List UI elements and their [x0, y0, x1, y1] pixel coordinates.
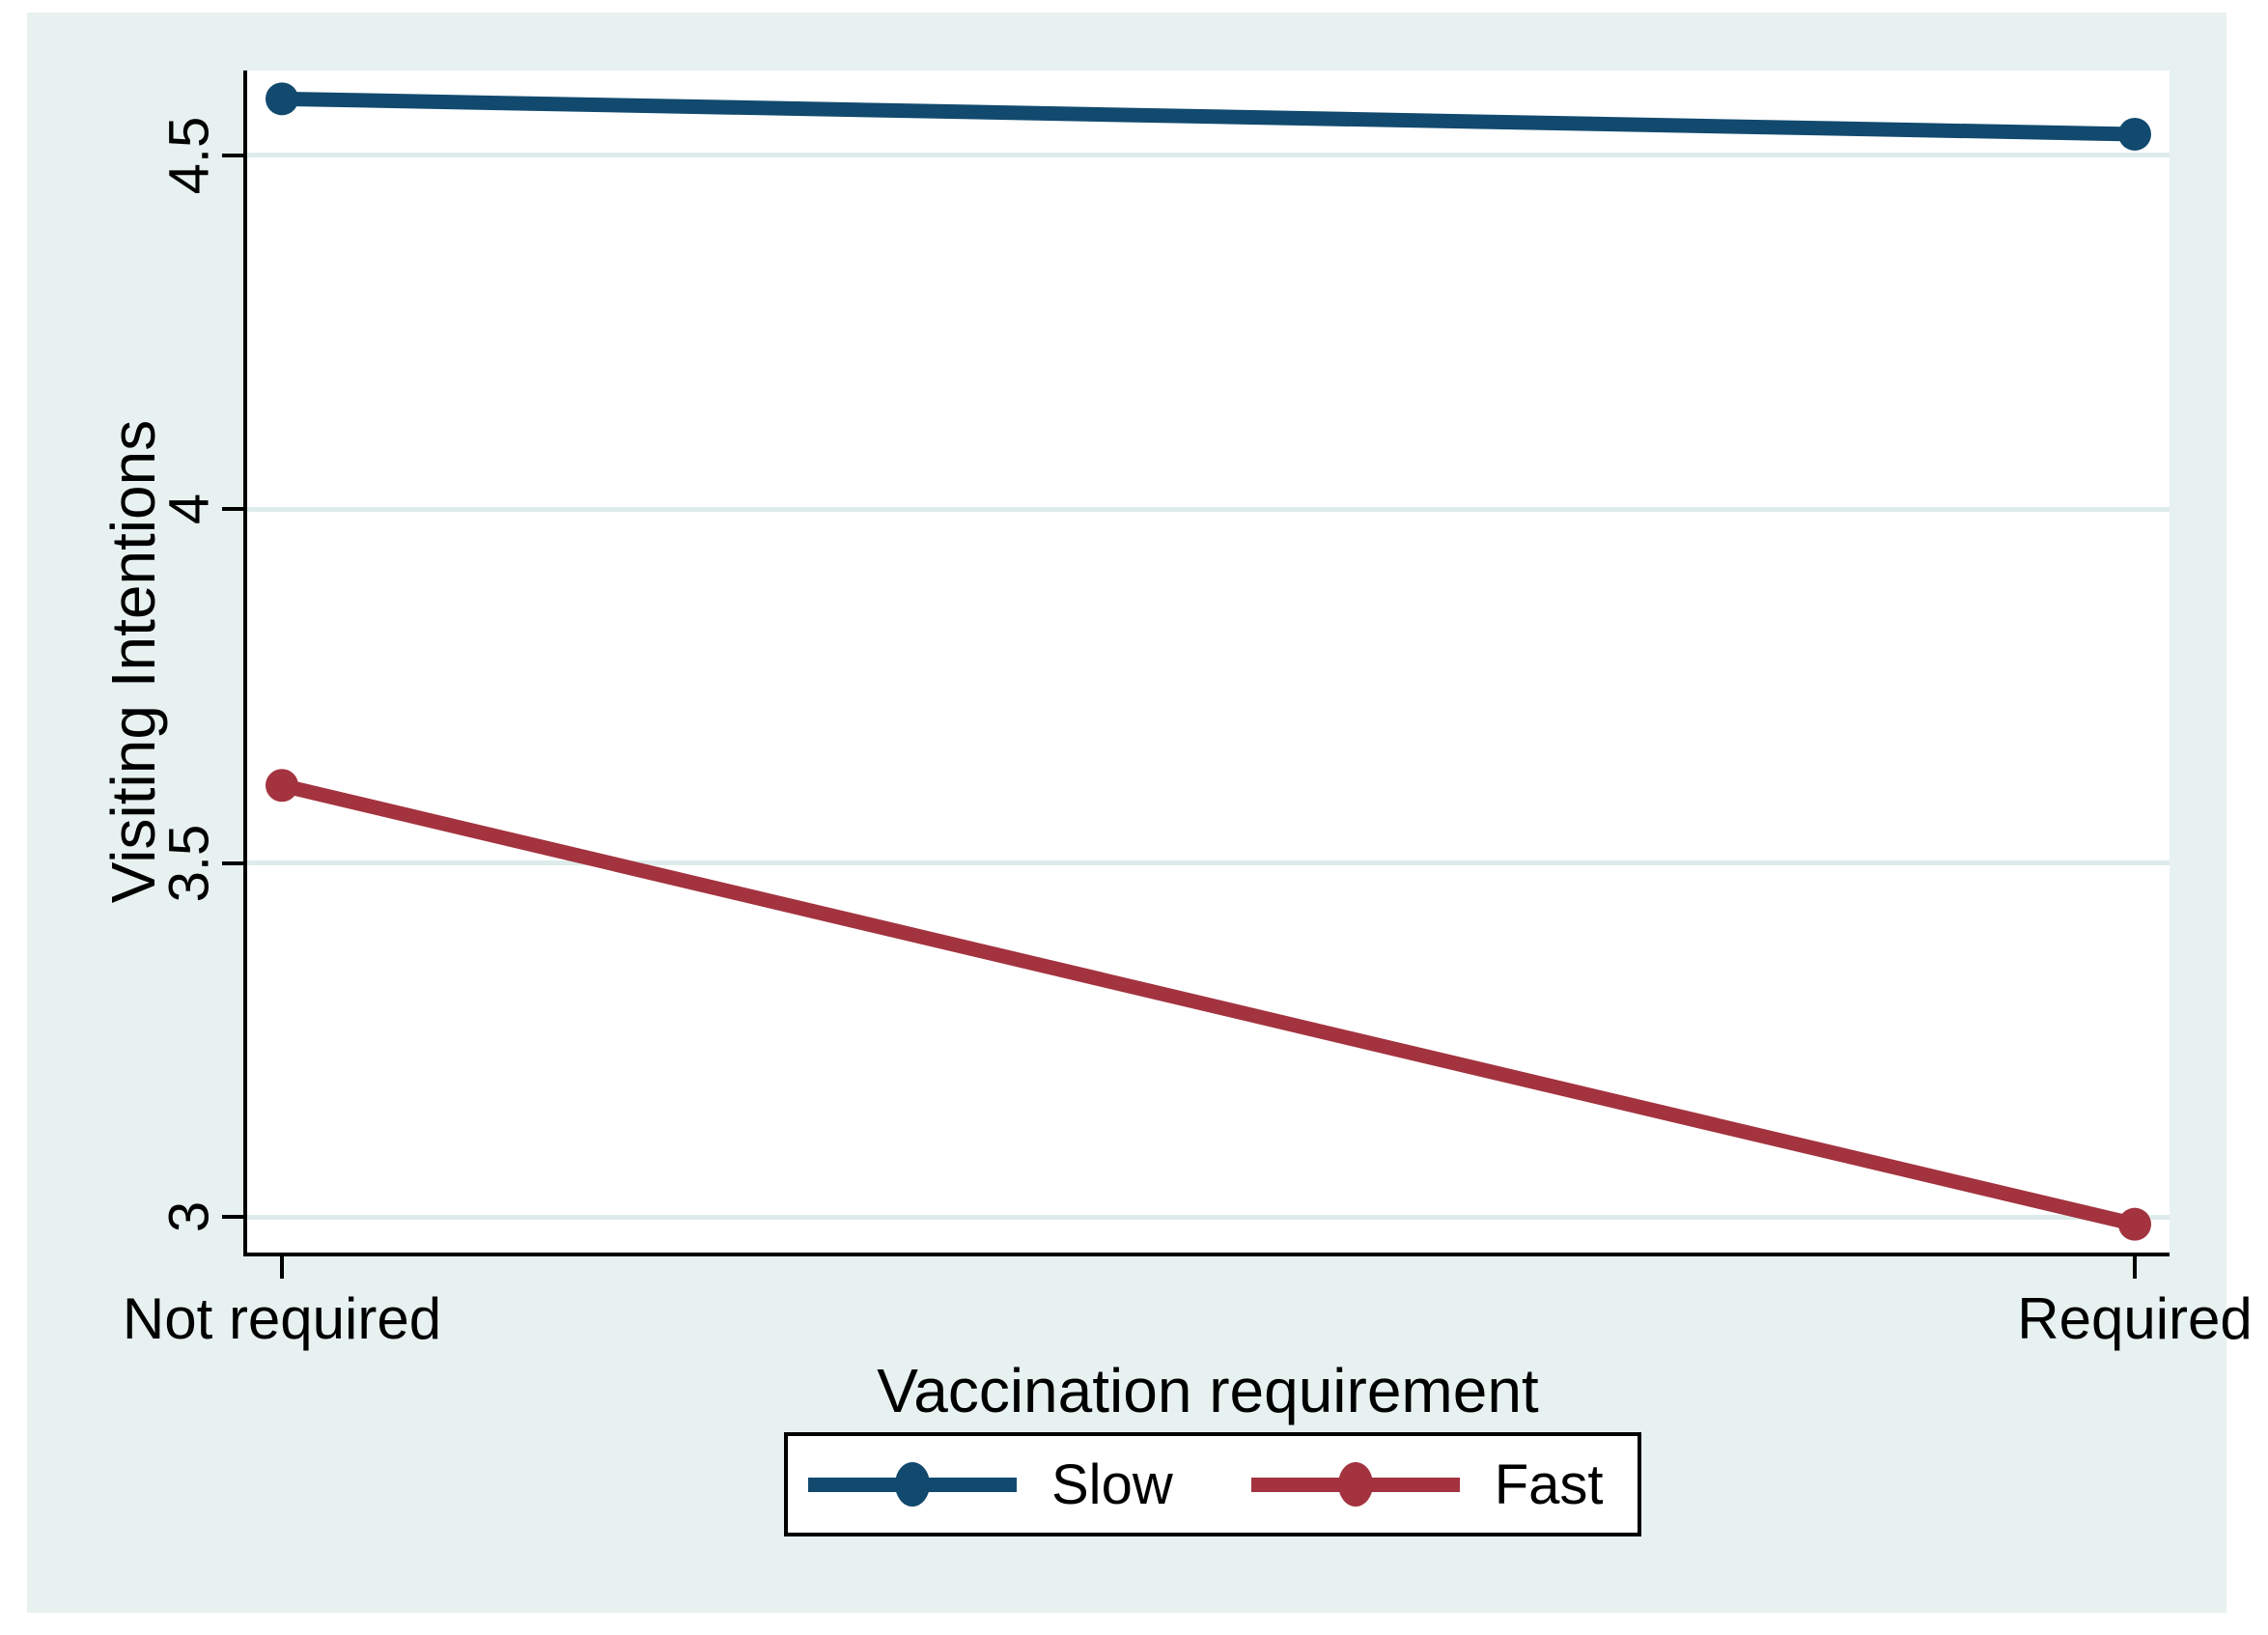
graph-background: 3 3.5 4 4.5 Not required Required Visiting In… — [27, 13, 2253, 1613]
y-axis-title: Visiting Intentions — [98, 419, 168, 904]
x-tick-label: Not required — [122, 1286, 442, 1351]
gridline — [247, 153, 2170, 158]
data-point-slow — [2118, 117, 2151, 151]
fast-line-swatch — [1250, 1462, 1460, 1507]
y-tick-label: 4.5 — [157, 116, 221, 195]
fast-marker-icon — [1337, 1462, 1373, 1507]
data-point-fast — [266, 769, 298, 803]
legend-entry-fast: Fast — [1250, 1452, 1604, 1517]
slow-marker-icon — [895, 1462, 930, 1507]
gridline — [247, 1214, 2170, 1220]
y-axis-line — [243, 70, 247, 1256]
x-tick-mark — [280, 1256, 284, 1279]
x-axis-title: Vaccination requirement — [877, 1356, 1539, 1425]
legend-box: Slow Fast — [784, 1432, 1641, 1536]
plot-canvas — [266, 82, 2151, 1241]
y-tick-label: 3 — [157, 1201, 221, 1233]
x-tick-mark — [2133, 1256, 2137, 1279]
x-axis-line — [243, 1253, 2170, 1256]
series-line-fast — [280, 777, 2137, 1231]
gridline — [247, 860, 2170, 866]
data-point-slow — [266, 82, 298, 116]
y-tick-mark — [222, 153, 243, 157]
plot-area — [247, 70, 2170, 1253]
data-point-fast — [2118, 1207, 2151, 1241]
gridline — [247, 506, 2170, 512]
legend-label-slow: Slow — [1051, 1452, 1173, 1516]
legend-entry-slow: Slow — [808, 1452, 1173, 1517]
series-line-slow — [281, 91, 2136, 142]
y-tick-mark — [222, 507, 243, 512]
legend-label-fast: Fast — [1494, 1452, 1604, 1516]
y-tick-mark — [222, 1215, 243, 1220]
slow-line-swatch — [808, 1462, 1017, 1507]
x-tick-label: Required — [2017, 1286, 2253, 1351]
y-tick-mark — [222, 860, 243, 865]
